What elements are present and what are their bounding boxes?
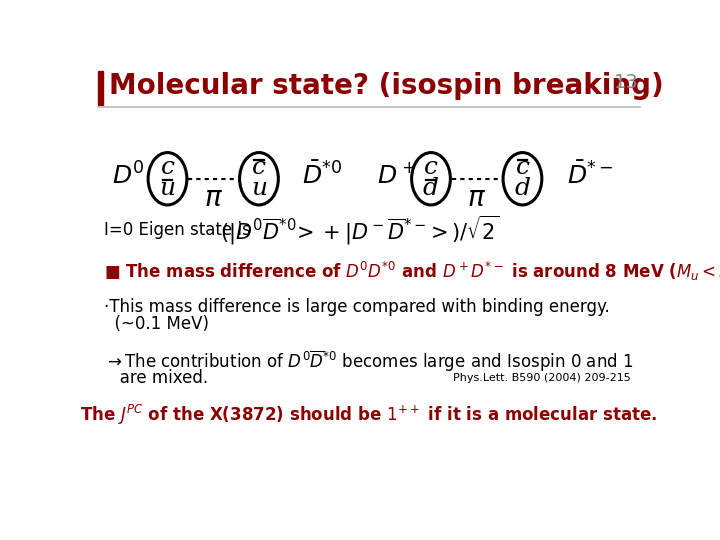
Text: $\bar{D}^{*0}$: $\bar{D}^{*0}$ [302,162,343,189]
Text: $D^+$: $D^+$ [377,163,416,188]
Text: u: u [159,177,176,200]
Text: $D^0$: $D^0$ [112,162,145,190]
Text: I=0 Eigen state is: I=0 Eigen state is [104,221,251,239]
Text: c: c [424,157,438,179]
Text: d: d [515,177,531,200]
Text: $\bar{D}^{*-}$: $\bar{D}^{*-}$ [567,162,613,189]
Text: Phys.Lett. B590 (2004) 209-215: Phys.Lett. B590 (2004) 209-215 [453,373,631,383]
Text: 13: 13 [614,72,639,91]
Text: ·This mass difference is large compared with binding energy.: ·This mass difference is large compared … [104,298,610,316]
Text: c: c [252,157,266,179]
Text: (~0.1 MeV): (~0.1 MeV) [104,315,209,333]
Text: c: c [161,157,174,179]
Text: $\rightarrow$The contribution of $D^0\overline{D}^{*0}$ becomes large and Isospi: $\rightarrow$The contribution of $D^0\ov… [104,349,634,374]
Text: The $J^{PC}$ of the X(3872) should be $1^{++}$ if it is a molecular state.: The $J^{PC}$ of the X(3872) should be $1… [81,403,657,427]
Text: Molecular state? (isospin breaking): Molecular state? (isospin breaking) [109,72,663,100]
Text: u: u [251,177,267,200]
Text: $\pi$: $\pi$ [467,185,486,212]
Text: $\pi$: $\pi$ [204,185,222,212]
Text: d: d [423,177,439,200]
Text: c: c [516,157,529,179]
Text: $\blacksquare$ The mass difference of $D^0D^{*0}$ and $D^+D^{*-}$ is around 8 Me: $\blacksquare$ The mass difference of $D… [104,260,720,283]
Text: are mixed.: are mixed. [104,369,208,387]
Text: $(|D^0\overline{D}^{*0}\!>+|D^-\overline{D}^{*-}\!>)/\sqrt{2}$: $(|D^0\overline{D}^{*0}\!>+|D^-\overline… [220,214,500,247]
Bar [98,71,103,105]
